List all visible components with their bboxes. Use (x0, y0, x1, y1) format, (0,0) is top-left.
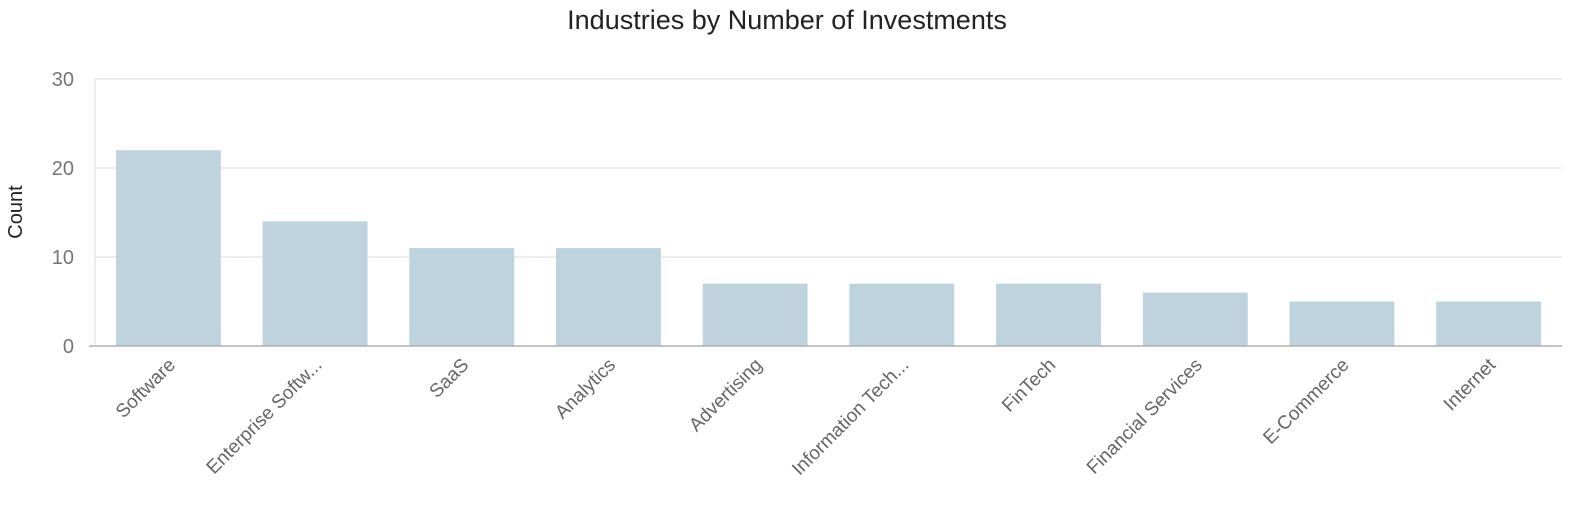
y-tick-label: 10 (52, 247, 74, 269)
x-tick-label: E-Commerce (1260, 355, 1354, 449)
axes (89, 79, 1562, 347)
bar (556, 248, 661, 346)
y-tick-label: 30 (52, 69, 74, 91)
x-tick-label: Advertising (685, 355, 766, 436)
x-tick-labels: Software Enterprise Softw... SaaS Analytics… (112, 354, 1501, 480)
bar (115, 150, 221, 346)
chart-title: Industries by Number of Investments (567, 5, 1007, 35)
y-tick-label: 0 (63, 336, 74, 358)
bar (849, 283, 955, 346)
bars (115, 150, 1542, 346)
x-tick-label: FinTech (998, 355, 1060, 417)
x-tick-label: Analytics (551, 355, 620, 424)
y-tick-labels: 0 10 20 30 (52, 69, 74, 358)
x-tick-label: SaaS (426, 355, 474, 403)
bar (1436, 301, 1542, 346)
bar (1142, 292, 1248, 346)
x-tick-label: Information Tech... (788, 355, 913, 480)
bar (409, 248, 515, 346)
bar (996, 283, 1101, 346)
x-tick-label: Software (112, 355, 180, 423)
y-tick-label: 20 (52, 158, 74, 180)
x-tick-label: Enterprise Softw... (203, 355, 327, 479)
bar (262, 221, 368, 346)
bar (702, 283, 808, 346)
bar (1289, 301, 1395, 346)
x-tick-label: Financial Services (1083, 355, 1207, 479)
x-tick-label: Internet (1440, 354, 1501, 415)
y-axis-label: Count (5, 185, 27, 239)
